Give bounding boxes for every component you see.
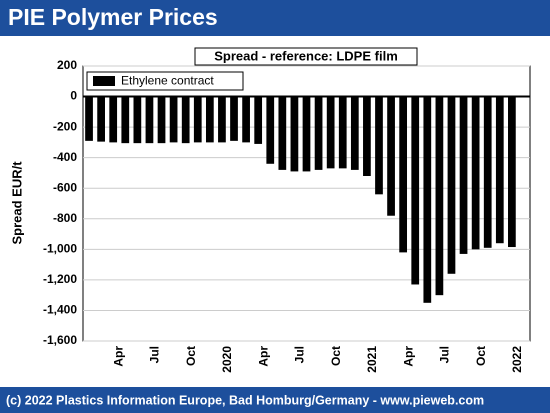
header-title: PIE Polymer Prices bbox=[8, 4, 218, 30]
bar bbox=[495, 96, 504, 244]
bar bbox=[181, 96, 190, 144]
y-tick-label: -1,400 bbox=[43, 303, 77, 317]
bar bbox=[435, 96, 444, 296]
bar bbox=[121, 96, 130, 144]
legend-box bbox=[86, 71, 244, 91]
bar bbox=[411, 96, 420, 285]
y-tick-label: -200 bbox=[53, 119, 77, 133]
y-tick-label: -400 bbox=[53, 150, 77, 164]
footer-text: (c) 2022 Plastics Information Europe, Ba… bbox=[6, 393, 484, 407]
bar bbox=[459, 96, 468, 254]
bar bbox=[314, 96, 323, 170]
bar bbox=[278, 96, 287, 170]
x-tick-label: 2020 bbox=[220, 346, 234, 373]
header-bar bbox=[0, 0, 550, 36]
bar bbox=[230, 96, 238, 141]
bar bbox=[447, 96, 456, 274]
x-tick-label: Oct bbox=[474, 346, 488, 366]
bar bbox=[133, 96, 142, 144]
bar bbox=[399, 96, 408, 253]
bar bbox=[218, 96, 226, 143]
x-tick-label: Jul bbox=[148, 346, 162, 363]
x-tick-label: Jul bbox=[293, 346, 307, 363]
x-tick-label: Apr bbox=[111, 346, 125, 367]
bar bbox=[375, 96, 383, 195]
legend-label: Ethylene contract bbox=[121, 74, 214, 88]
bar bbox=[363, 96, 371, 176]
bar bbox=[290, 96, 299, 172]
subtitle-box bbox=[194, 47, 418, 66]
bar bbox=[85, 96, 93, 141]
x-tick-label: Oct bbox=[184, 346, 198, 366]
bar bbox=[508, 96, 516, 248]
bar bbox=[483, 96, 492, 248]
bar bbox=[109, 96, 118, 143]
bar bbox=[326, 96, 335, 169]
y-tick-label: -600 bbox=[53, 180, 77, 194]
bar bbox=[338, 96, 347, 169]
x-tick-label: Apr bbox=[256, 346, 270, 367]
bar bbox=[205, 96, 214, 143]
bar bbox=[254, 96, 263, 144]
x-tick-label: 2021 bbox=[365, 346, 379, 373]
bar bbox=[387, 96, 395, 216]
legend-swatch bbox=[93, 76, 115, 86]
footer-bar bbox=[0, 387, 550, 413]
x-tick-label: Jul bbox=[438, 346, 452, 363]
bar bbox=[350, 96, 359, 170]
x-tick-label: Apr bbox=[401, 346, 415, 367]
x-tick-label: 2022 bbox=[510, 346, 524, 373]
bar bbox=[302, 96, 311, 172]
bar bbox=[193, 96, 202, 143]
bar bbox=[97, 96, 105, 142]
y-axis-label: Spread EUR/t bbox=[9, 161, 24, 245]
y-tick-label: -1,000 bbox=[43, 242, 77, 256]
y-tick-label: 0 bbox=[70, 89, 77, 103]
y-tick-label: -1,600 bbox=[43, 333, 77, 347]
bar bbox=[157, 96, 166, 144]
bar bbox=[169, 96, 178, 143]
bar bbox=[242, 96, 250, 143]
y-tick-label: -1,200 bbox=[43, 272, 77, 286]
bar bbox=[471, 96, 480, 250]
bar bbox=[145, 96, 154, 144]
subtitle: Spread - reference: LDPE film bbox=[214, 48, 398, 63]
bar bbox=[423, 96, 432, 303]
y-tick-label: 200 bbox=[57, 58, 77, 72]
bar bbox=[266, 96, 275, 164]
y-tick-label: -800 bbox=[53, 211, 77, 225]
x-tick-label: Oct bbox=[329, 346, 343, 366]
